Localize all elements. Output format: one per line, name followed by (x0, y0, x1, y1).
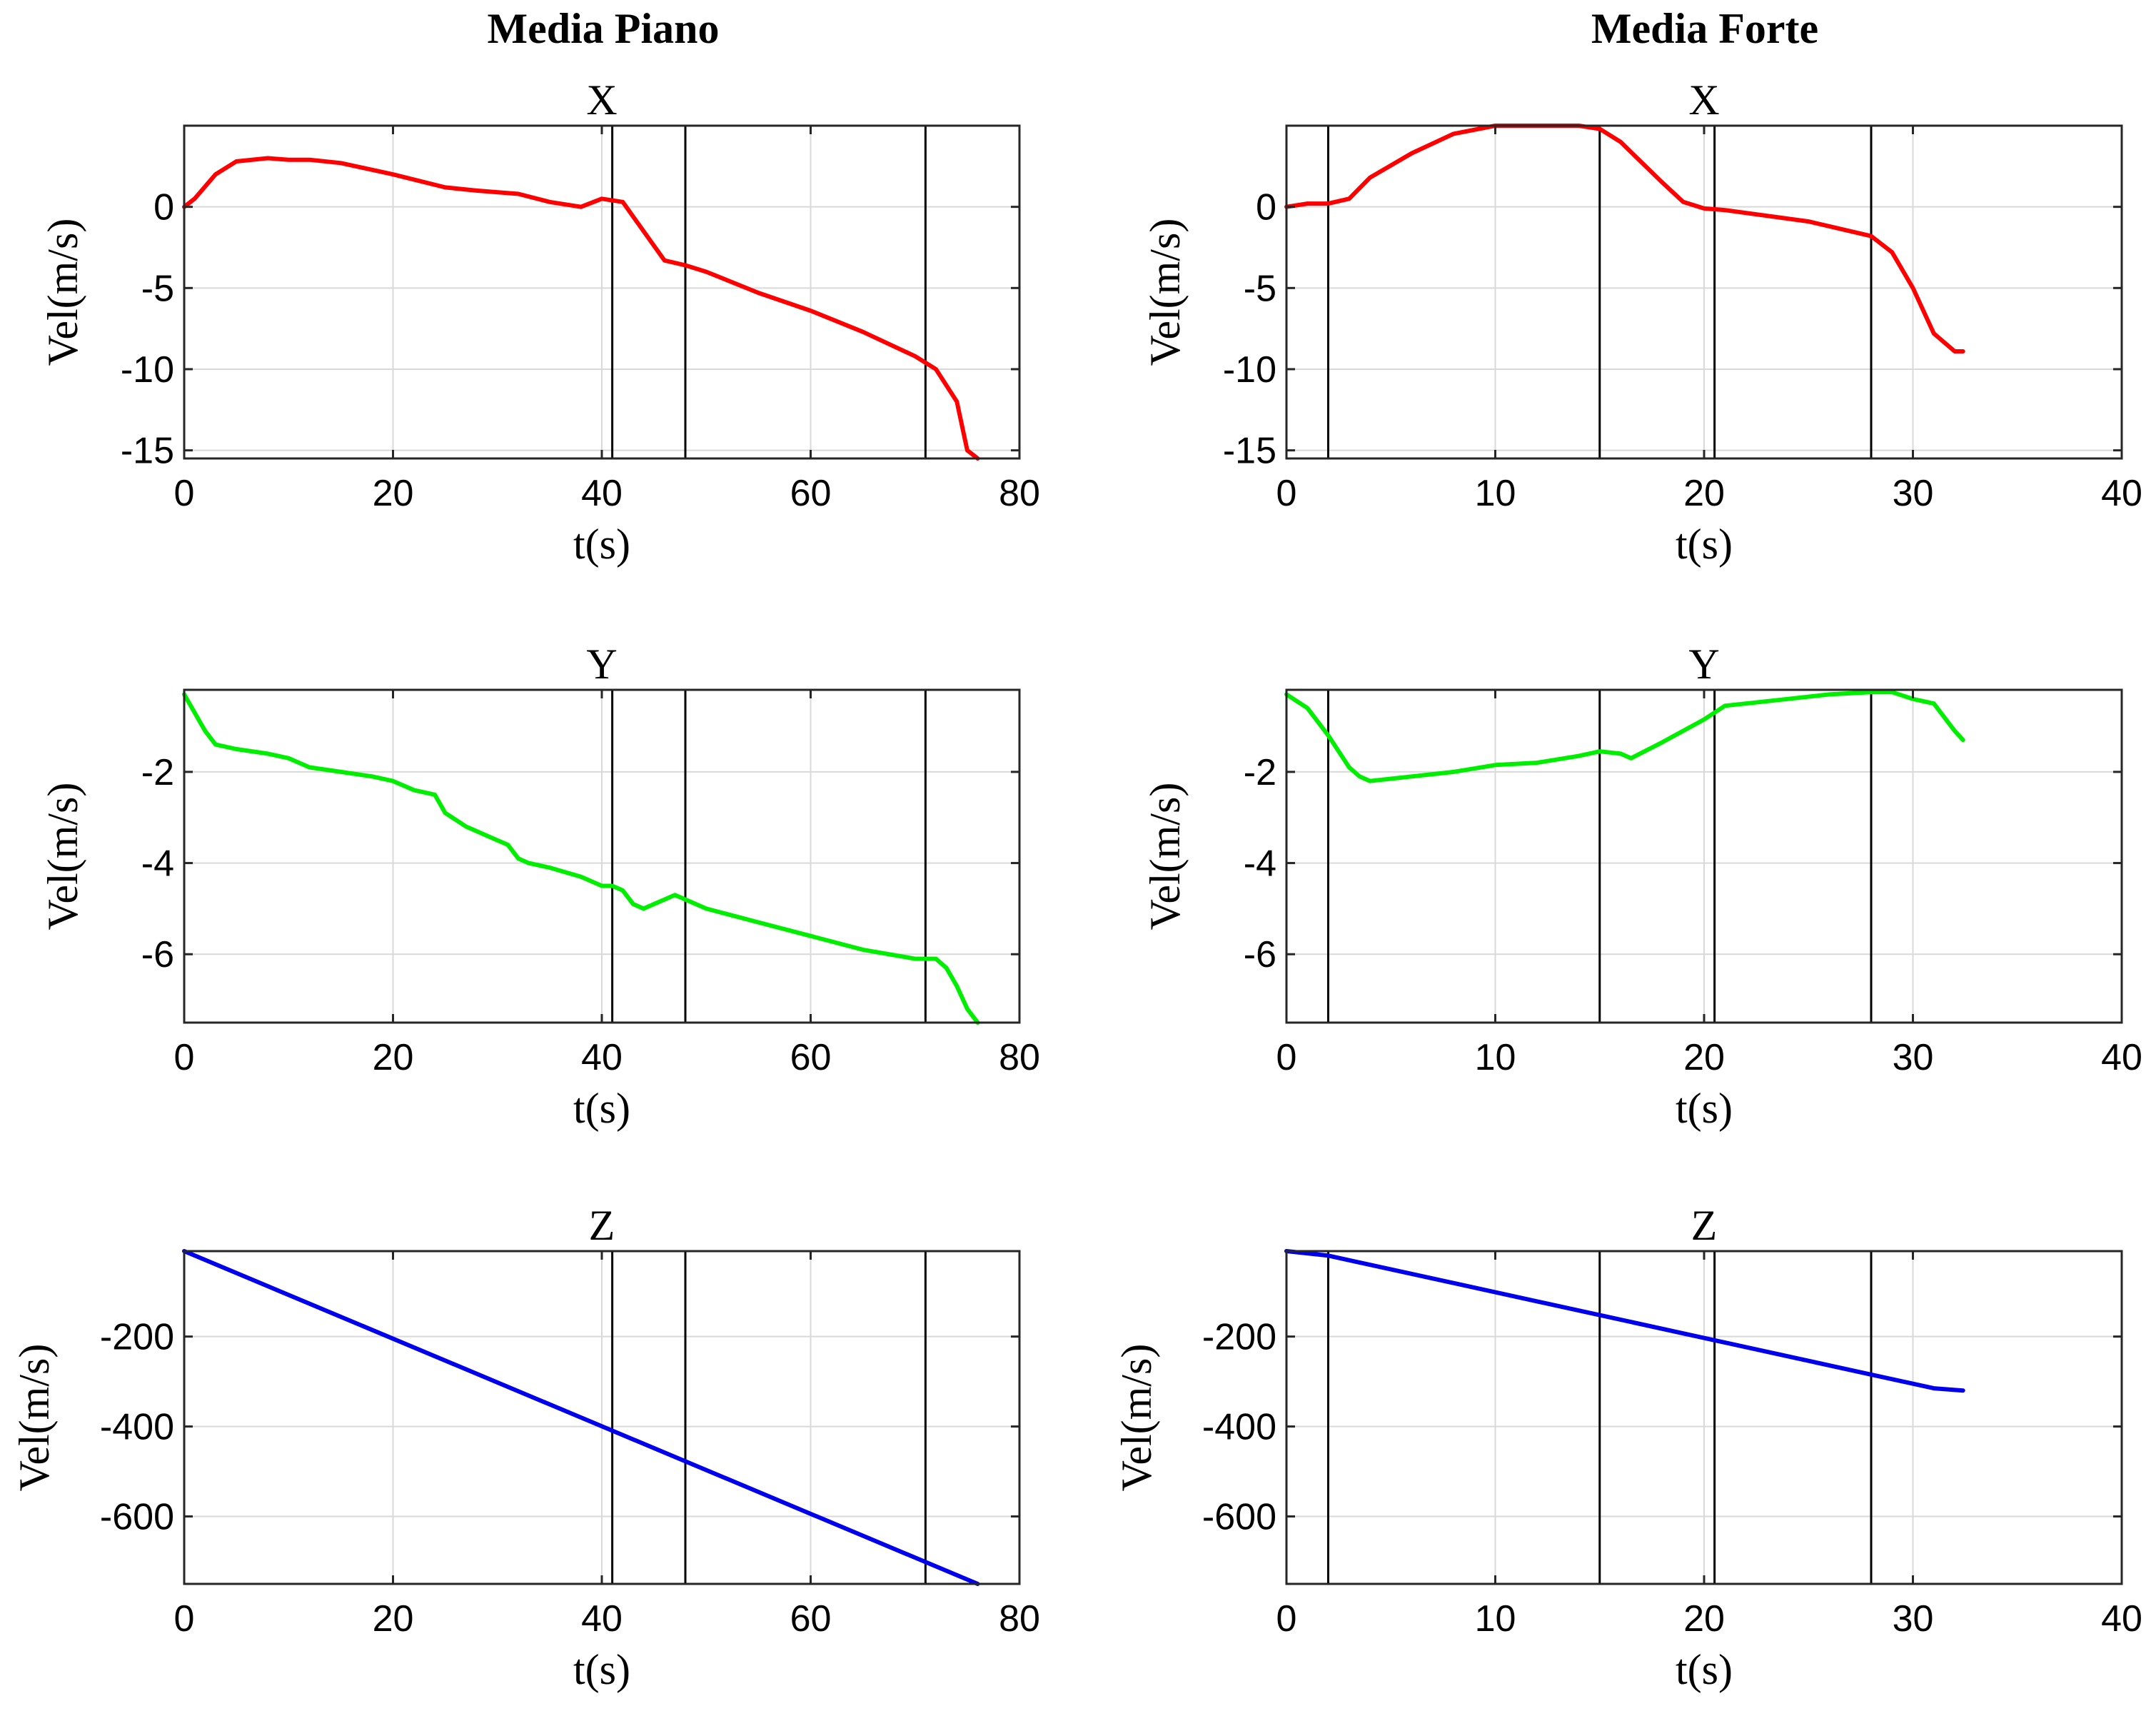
x-tick-label: 20 (373, 1037, 414, 1078)
x-tick-label: 0 (174, 473, 195, 514)
x-tick-label: 80 (999, 1598, 1040, 1640)
x-tick-label: 0 (1276, 473, 1297, 514)
y-tick-label: -10 (121, 349, 174, 391)
y-axis-label: Vel(m/s) (1142, 783, 1189, 930)
y-axis-label: Vel(m/s) (1142, 219, 1189, 366)
y-tick-label: -2 (1244, 752, 1276, 793)
x-tick-label: 40 (581, 473, 623, 514)
x-axis-label: t(s) (573, 521, 630, 568)
x-tick-label: 20 (373, 473, 414, 514)
x-tick-label: 0 (1276, 1037, 1297, 1078)
subplot-title: Z (589, 1202, 615, 1249)
x-axis-label: t(s) (1676, 521, 1733, 568)
y-tick-label: -4 (141, 843, 174, 885)
series-line (1284, 1249, 1965, 1393)
x-tick-label: 10 (1475, 473, 1516, 514)
subplot-4: Y 0 10 20 30 40 -6 -4 -2 t(s) Vel(m/s) (1142, 641, 2142, 1132)
subplot-title: X (1688, 76, 1719, 124)
y-tick-label: -4 (1244, 843, 1276, 885)
subplot-title: Y (1688, 641, 1719, 688)
subplot-1: X 0 20 40 60 80 -15 -10 -5 0 t(s) Vel(m/s) (39, 76, 1040, 568)
subplot-grid: X 0 20 40 60 80 -15 -10 -5 0 t(s) Vel(m/s) X 0 10 20 30 4… (11, 76, 2142, 1693)
x-tick-label: 20 (1683, 1037, 1725, 1078)
x-tick-label: 0 (174, 1037, 195, 1078)
series-line (182, 156, 980, 461)
y-axis-label: Vel(m/s) (39, 783, 86, 930)
x-axis-label: t(s) (573, 1085, 630, 1132)
y-tick-label: -400 (1202, 1407, 1276, 1448)
series-line (182, 1249, 980, 1586)
x-tick-label: 10 (1475, 1037, 1516, 1078)
series-line (1284, 690, 1965, 783)
y-tick-label: -600 (1202, 1497, 1276, 1538)
y-tick-label: 0 (153, 187, 174, 229)
y-tick-label: -2 (141, 752, 174, 793)
x-tick-label: 40 (2101, 473, 2142, 514)
column-title-right: Media Forte (1591, 5, 1818, 52)
y-tick-label: -6 (1244, 934, 1276, 975)
x-tick-label: 40 (581, 1598, 623, 1640)
y-tick-label: -6 (141, 934, 174, 975)
series-line (182, 692, 980, 1025)
x-tick-label: 30 (1893, 1598, 1934, 1640)
x-tick-label: 60 (790, 473, 832, 514)
subplot-5: Z 0 20 40 60 80 -600 -400 -200 t(s) Vel(m/s) (11, 1202, 1040, 1693)
x-tick-label: 60 (790, 1598, 832, 1640)
y-tick-label: -15 (121, 431, 174, 472)
y-tick-label: -400 (100, 1407, 174, 1448)
subplot-title: X (586, 76, 617, 124)
x-tick-label: 10 (1475, 1598, 1516, 1640)
x-tick-label: 20 (1683, 473, 1725, 514)
y-axis-label: Vel(m/s) (39, 219, 86, 366)
x-axis-label: t(s) (573, 1646, 630, 1693)
subplot-6: Z 0 10 20 30 40 -600 -400 -200 t(s) Vel(m/s) (1113, 1202, 2142, 1693)
x-tick-label: 80 (999, 473, 1040, 514)
subplot-3: Y 0 20 40 60 80 -6 -4 -2 t(s) Vel(m/s) (39, 641, 1040, 1132)
subplot-2: X 0 10 20 30 40 -15 -10 -5 0 t(s) Vel(m/s) (1142, 76, 2142, 568)
column-title-left: Media Piano (488, 5, 720, 52)
x-tick-label: 80 (999, 1037, 1040, 1078)
x-tick-label: 30 (1893, 1037, 1934, 1078)
series-line (1284, 124, 1965, 353)
y-tick-label: -200 (100, 1317, 174, 1358)
x-tick-label: 40 (581, 1037, 623, 1078)
y-tick-label: -200 (1202, 1317, 1276, 1358)
x-tick-label: 0 (174, 1598, 195, 1640)
x-axis-label: t(s) (1676, 1085, 1733, 1132)
y-tick-label: -10 (1223, 349, 1276, 391)
x-tick-label: 40 (2101, 1037, 2142, 1078)
x-tick-label: 30 (1893, 473, 1934, 514)
subplot-title: Y (586, 641, 617, 688)
x-tick-label: 60 (790, 1037, 832, 1078)
subplot-title: Z (1691, 1202, 1718, 1249)
y-tick-label: -5 (141, 268, 174, 309)
y-tick-label: -5 (1244, 268, 1276, 309)
x-tick-label: 0 (1276, 1598, 1297, 1640)
y-tick-label: -600 (100, 1497, 174, 1538)
x-axis-label: t(s) (1676, 1646, 1733, 1693)
y-tick-label: 0 (1256, 187, 1276, 229)
x-tick-label: 20 (1683, 1598, 1725, 1640)
y-tick-label: -15 (1223, 431, 1276, 472)
x-tick-label: 20 (373, 1598, 414, 1640)
y-axis-label: Vel(m/s) (1113, 1344, 1160, 1492)
y-axis-label: Vel(m/s) (11, 1344, 58, 1492)
x-tick-label: 40 (2101, 1598, 2142, 1640)
